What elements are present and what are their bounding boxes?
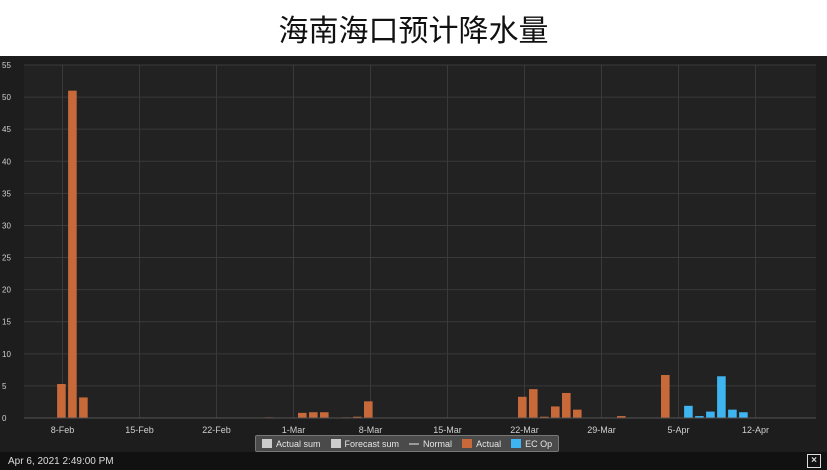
bar-actual (364, 401, 373, 418)
bar-actual (540, 416, 549, 418)
legend-label-ec-op: EC Op (525, 438, 553, 449)
bar-ec-op (684, 405, 693, 418)
legend-swatch-actual-sum (262, 439, 272, 448)
bar-actual (79, 397, 88, 418)
close-box-icon[interactable]: × (807, 454, 821, 468)
legend-item-normal[interactable]: Normal (409, 439, 452, 449)
x-tick-label: 8-Mar (359, 425, 383, 435)
legend-label-forecast-sum: Forecast sum (344, 438, 400, 449)
legend-swatch-forecast-sum (330, 439, 341, 448)
bar-actual (529, 389, 538, 418)
legend-label-normal: Normal (423, 438, 453, 449)
bar-actual (68, 90, 77, 418)
bar-actual (298, 412, 307, 418)
bar-actual (320, 412, 329, 418)
chart-panel: 0 5 10 15 20 25 30 35 40 45 50 55 8-Feb 15-Feb 22-Feb 1… (0, 56, 827, 452)
legend-item-forecast-sum[interactable]: Forecast sum (330, 438, 400, 449)
bar-actual (562, 392, 571, 418)
y-tick-label: 45 (2, 125, 11, 134)
bar-ec-op (695, 416, 704, 418)
y-tick-label: 20 (2, 286, 11, 295)
x-tick-label: 12-Apr (742, 425, 769, 435)
y-tick-label: 10 (2, 350, 11, 359)
timestamp: Apr 6, 2021 2:49:00 PM (8, 455, 114, 467)
bar-ec-op (717, 376, 726, 418)
x-tick-label: 15-Feb (125, 425, 154, 435)
x-tick-label: 8-Feb (51, 425, 75, 435)
legend-item-ec-op[interactable]: EC Op (511, 439, 552, 449)
legend-item-actual[interactable]: Actual (462, 439, 501, 449)
y-tick-label: 35 (2, 189, 11, 198)
legend-label-actual: Actual (476, 438, 502, 449)
bar-actual (518, 396, 527, 418)
bar-actual (661, 374, 670, 418)
y-tick-label: 0 (2, 414, 7, 423)
bar-actual (353, 416, 362, 418)
bar-ec-op (728, 409, 737, 418)
x-tick-label: 1-Mar (282, 425, 306, 435)
y-tick-label: 40 (2, 157, 11, 166)
bar-ec-op (739, 412, 748, 418)
legend-swatch-normal (409, 442, 420, 445)
x-tick-label: 15-Mar (433, 425, 462, 435)
legend-swatch-actual (462, 439, 473, 448)
chart-title: 海南海口预计降水量 (278, 14, 549, 49)
x-tick-label: 5-Apr (667, 425, 689, 435)
bar-actual (551, 406, 560, 418)
x-tick-label: 22-Mar (510, 425, 539, 435)
legend-item-actual-sum[interactable]: Actual sum (262, 439, 321, 449)
y-tick-label: 25 (2, 254, 11, 263)
bar-actual (617, 416, 626, 418)
legend-label-actual-sum: Actual sum (276, 438, 321, 449)
y-tick-label: 30 (2, 221, 11, 230)
y-tick-label: 55 (2, 61, 11, 70)
bar-ec-op (706, 411, 715, 418)
x-tick-label: 22-Feb (202, 425, 231, 435)
plot-area (24, 65, 816, 418)
y-tick-label: 50 (2, 93, 11, 102)
x-tick-label: 29-Mar (587, 425, 616, 435)
bar-actual (573, 409, 582, 418)
y-tick-label: 5 (2, 382, 7, 391)
bar-actual (309, 412, 318, 418)
bar-actual (57, 383, 66, 418)
y-tick-label: 15 (2, 318, 11, 327)
status-bar: Apr 6, 2021 2:49:00 PM × (0, 452, 827, 470)
precipitation-chart: 0 5 10 15 20 25 30 35 40 45 50 55 8-Feb 15-Feb 22-Feb 1… (2, 61, 816, 435)
legend-swatch-ec-op (511, 439, 522, 448)
chart-legend: Actual sum Forecast sum Normal Actual EC… (255, 435, 560, 452)
